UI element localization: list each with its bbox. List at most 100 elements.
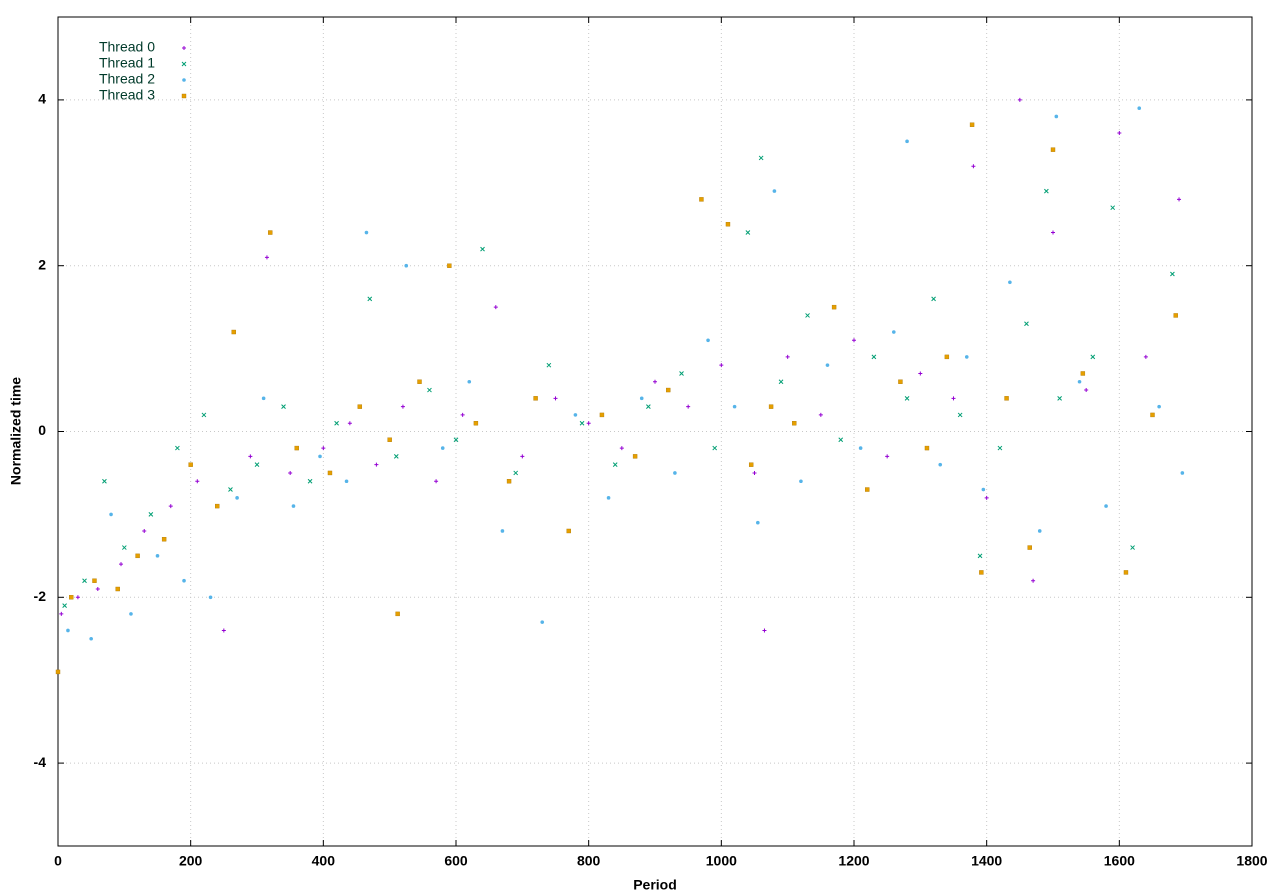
point	[327, 470, 333, 476]
point	[417, 379, 422, 384]
point	[500, 529, 505, 533]
point	[918, 371, 923, 376]
point	[400, 404, 405, 409]
point	[1117, 131, 1122, 136]
legend-marker	[182, 46, 186, 50]
point	[254, 462, 260, 468]
point	[785, 354, 790, 359]
point	[762, 628, 767, 633]
point	[404, 263, 409, 268]
point	[55, 669, 61, 675]
legend-label: Thread 0	[99, 39, 155, 55]
point	[865, 487, 870, 492]
point	[904, 395, 910, 401]
point	[546, 362, 552, 368]
point	[387, 437, 392, 442]
point	[768, 404, 774, 409]
point	[248, 454, 253, 459]
point	[792, 421, 797, 426]
point	[1031, 578, 1036, 583]
point	[460, 412, 465, 417]
point	[66, 628, 70, 633]
y-tick-label: -4	[34, 754, 47, 770]
point	[852, 338, 856, 343]
point	[344, 479, 349, 484]
point	[135, 553, 140, 559]
point	[1157, 404, 1161, 409]
y-tick-label: -2	[34, 588, 47, 604]
point	[606, 496, 611, 500]
x-tick-label: 1600	[1104, 853, 1135, 869]
point	[148, 512, 154, 517]
point	[748, 462, 754, 467]
point	[666, 387, 671, 393]
x-tick-label: 600	[444, 853, 468, 869]
point	[758, 155, 764, 161]
x-tick-label: 0	[54, 853, 62, 869]
point	[756, 520, 760, 525]
point	[264, 255, 269, 260]
point	[1044, 188, 1049, 194]
y-tick-label: 2	[38, 256, 46, 272]
point	[161, 537, 167, 542]
point	[981, 487, 986, 492]
legend-label: Thread 3	[99, 87, 155, 103]
point	[1027, 545, 1032, 550]
point	[188, 462, 193, 467]
point	[175, 445, 180, 451]
point	[393, 454, 399, 459]
point	[493, 305, 498, 310]
point	[1004, 396, 1009, 401]
point	[374, 462, 379, 467]
point	[1130, 545, 1135, 550]
point	[977, 553, 983, 559]
legend-marker	[181, 61, 187, 67]
point	[1057, 395, 1062, 401]
point	[261, 396, 266, 401]
x-tick-label: 400	[312, 853, 336, 869]
point	[1084, 388, 1089, 393]
point	[745, 230, 751, 235]
point	[142, 528, 147, 533]
point	[221, 628, 226, 633]
x-tick-label: 1400	[971, 853, 1002, 869]
point	[732, 404, 737, 409]
point	[579, 420, 585, 426]
point	[944, 354, 950, 360]
point	[334, 420, 339, 426]
point	[719, 363, 724, 368]
point	[646, 404, 651, 409]
point	[924, 445, 930, 451]
point	[997, 445, 1003, 451]
point	[347, 421, 352, 426]
point	[182, 578, 186, 583]
y-tick-label: 4	[38, 91, 46, 107]
point	[1017, 97, 1022, 102]
point	[632, 454, 638, 459]
point	[121, 545, 127, 550]
point	[799, 479, 803, 484]
point	[506, 479, 512, 484]
point	[288, 470, 293, 475]
point	[969, 122, 975, 127]
point	[905, 139, 909, 144]
point	[447, 263, 452, 268]
point	[82, 578, 87, 584]
point	[473, 421, 479, 426]
point	[1054, 114, 1059, 119]
point	[984, 495, 989, 500]
point	[318, 454, 322, 459]
point	[533, 396, 538, 401]
point	[291, 504, 296, 508]
point	[971, 164, 976, 169]
point	[115, 586, 120, 592]
point	[231, 329, 236, 335]
point	[1104, 504, 1108, 508]
point	[540, 620, 545, 624]
point	[1180, 471, 1185, 475]
point	[395, 611, 400, 617]
point	[520, 454, 525, 459]
point	[619, 446, 624, 451]
point	[434, 479, 439, 484]
